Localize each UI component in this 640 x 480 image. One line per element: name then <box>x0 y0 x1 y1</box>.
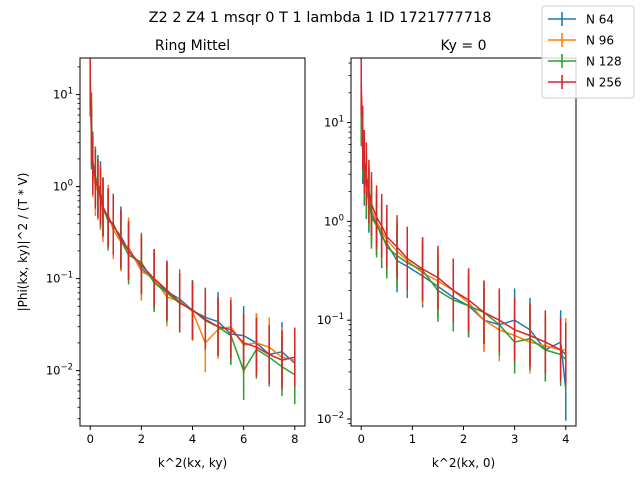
axes-title: Ky = 0 <box>441 38 487 54</box>
legend: N 64 N 96 N 128 N 256 <box>541 5 635 99</box>
series-line <box>360 83 567 356</box>
y-tick-label: 10−2 <box>46 363 73 378</box>
figure-suptitle: Z2 2 Z4 1 msqr 0 T 1 lambda 1 ID 1721777… <box>149 10 492 26</box>
y-tick-label: 101 <box>324 115 344 130</box>
legend-label: N 256 <box>586 76 622 90</box>
legend-entry: N 96 <box>548 33 614 48</box>
legend-entry: N 64 <box>548 12 614 27</box>
legend-entry: N 128 <box>548 54 622 69</box>
x-tick-label: 8 <box>291 432 298 446</box>
plot-area <box>360 58 567 421</box>
legend-entry: N 256 <box>548 75 622 90</box>
y-tick-label: 10−2 <box>317 411 344 426</box>
x-tick-label: 6 <box>240 432 247 446</box>
x-tick-label: 0 <box>358 432 365 446</box>
x-tick-label: 2 <box>460 432 467 446</box>
axes-1: 0 2 4 6 8 10−2 10−1 100 101 Ring Mittel k^2(kx, ky… <box>16 38 306 470</box>
series-line <box>89 78 295 361</box>
legend-box <box>541 5 635 99</box>
y-tick-label: 101 <box>53 87 73 102</box>
x-tick-label: 4 <box>562 432 569 446</box>
plot-area <box>89 58 296 405</box>
x-axis-label: k^2(kx, 0) <box>432 456 495 470</box>
y-tick-label: 100 <box>324 213 344 228</box>
x-tick-label: 0 <box>87 432 94 446</box>
x-tick-label: 2 <box>138 432 145 446</box>
y-axis-label: |Phi(kx, ky)|^2 / (T * V) <box>16 173 30 312</box>
x-tick-label: 4 <box>189 432 196 446</box>
y-tick-label: 10−1 <box>317 312 344 327</box>
series-n-256 <box>89 58 296 390</box>
axes-2: 0 1 2 3 4 10−2 10−1 100 101 Ky = 0 k^2(kx, 0) <box>317 38 577 470</box>
x-axis-label: k^2(kx, ky) <box>158 456 227 470</box>
legend-label: N 64 <box>586 13 614 27</box>
y-tick-label: 10−1 <box>46 271 73 286</box>
y-tick-label: 100 <box>53 179 73 194</box>
axes-layer: 0 2 4 6 8 10−2 10−1 100 101 Ring Mittel k^2(kx, ky… <box>16 38 577 470</box>
series-line <box>360 114 567 361</box>
legend-label: N 128 <box>586 55 622 69</box>
legend-label: N 96 <box>586 34 614 48</box>
x-tick-label: 1 <box>409 432 416 446</box>
x-tick-label: 3 <box>511 432 518 446</box>
series-n-256 <box>360 58 567 386</box>
axes-title: Ring Mittel <box>155 38 230 54</box>
